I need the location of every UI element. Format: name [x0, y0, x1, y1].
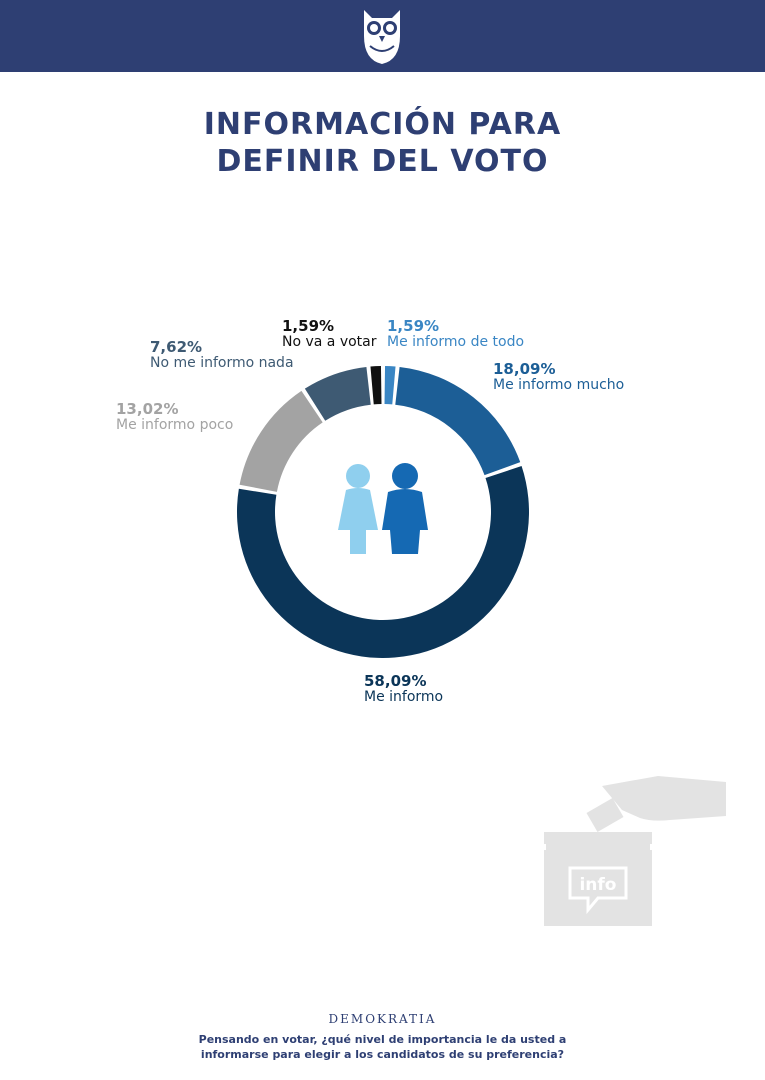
title-line-1: INFORMACIÓN PARA: [203, 107, 562, 142]
brand-name: DEMOKRATIA: [328, 1012, 437, 1026]
label-no-me-informo-nada: 7,62% No me informo nada: [150, 339, 294, 371]
owl-icon: [364, 10, 400, 64]
label-me-informo-de-todo: 1,59% Me informo de todo: [387, 318, 524, 350]
slice-1-label: Me informo mucho: [493, 377, 625, 393]
slice-2-value: 58,09%: [364, 672, 427, 690]
donut-slice-me-informo: [237, 466, 529, 658]
slice-4-label: No me informo nada: [150, 355, 294, 371]
title-line-2: DEFINIR DEL VOTO: [216, 144, 549, 179]
label-me-informo-poco: 13,02% Me informo poco: [116, 401, 233, 433]
question-line-1: Pensando en votar, ¿qué nivel de importa…: [198, 1033, 567, 1046]
donut-slice-no-me-informo-nada: [304, 366, 371, 421]
slice-3-value: 13,02%: [116, 400, 179, 418]
donut-slice-no-va-a-votar: [370, 366, 382, 405]
slice-0-value: 1,59%: [387, 317, 440, 335]
slice-5-label: No va a votar: [282, 334, 377, 350]
donut-slice-me-informo-de-todo: [384, 366, 396, 405]
label-no-va-a-votar: 1,59% No va a votar: [282, 318, 377, 350]
label-me-informo-mucho: 18,09% Me informo mucho: [493, 361, 624, 393]
slice-3-label: Me informo poco: [116, 417, 234, 433]
question-line-2: informarse para elegir a los candidatos …: [200, 1048, 565, 1061]
survey-question: Pensando en votar, ¿qué nivel de importa…: [0, 1032, 765, 1062]
label-me-informo: 58,09% Me informo: [364, 673, 443, 705]
donut-chart: [237, 366, 529, 658]
slice-5-value: 1,59%: [282, 317, 335, 335]
people-icon: [338, 463, 428, 554]
ballot-box-icon: info: [544, 776, 726, 926]
ballot-info-text: info: [579, 875, 616, 895]
header-bar: [0, 0, 765, 72]
slice-4-value: 7,62%: [150, 338, 203, 356]
slice-1-value: 18,09%: [493, 360, 556, 378]
donut-slice-me-informo-mucho: [395, 366, 521, 476]
page-title: INFORMACIÓN PARA DEFINIR DEL VOTO: [0, 106, 765, 180]
donut-slice-me-informo-poco: [239, 390, 323, 492]
donut-slices: [237, 366, 529, 658]
slice-2-label: Me informo: [364, 689, 444, 705]
slice-0-label: Me informo de todo: [387, 334, 525, 350]
